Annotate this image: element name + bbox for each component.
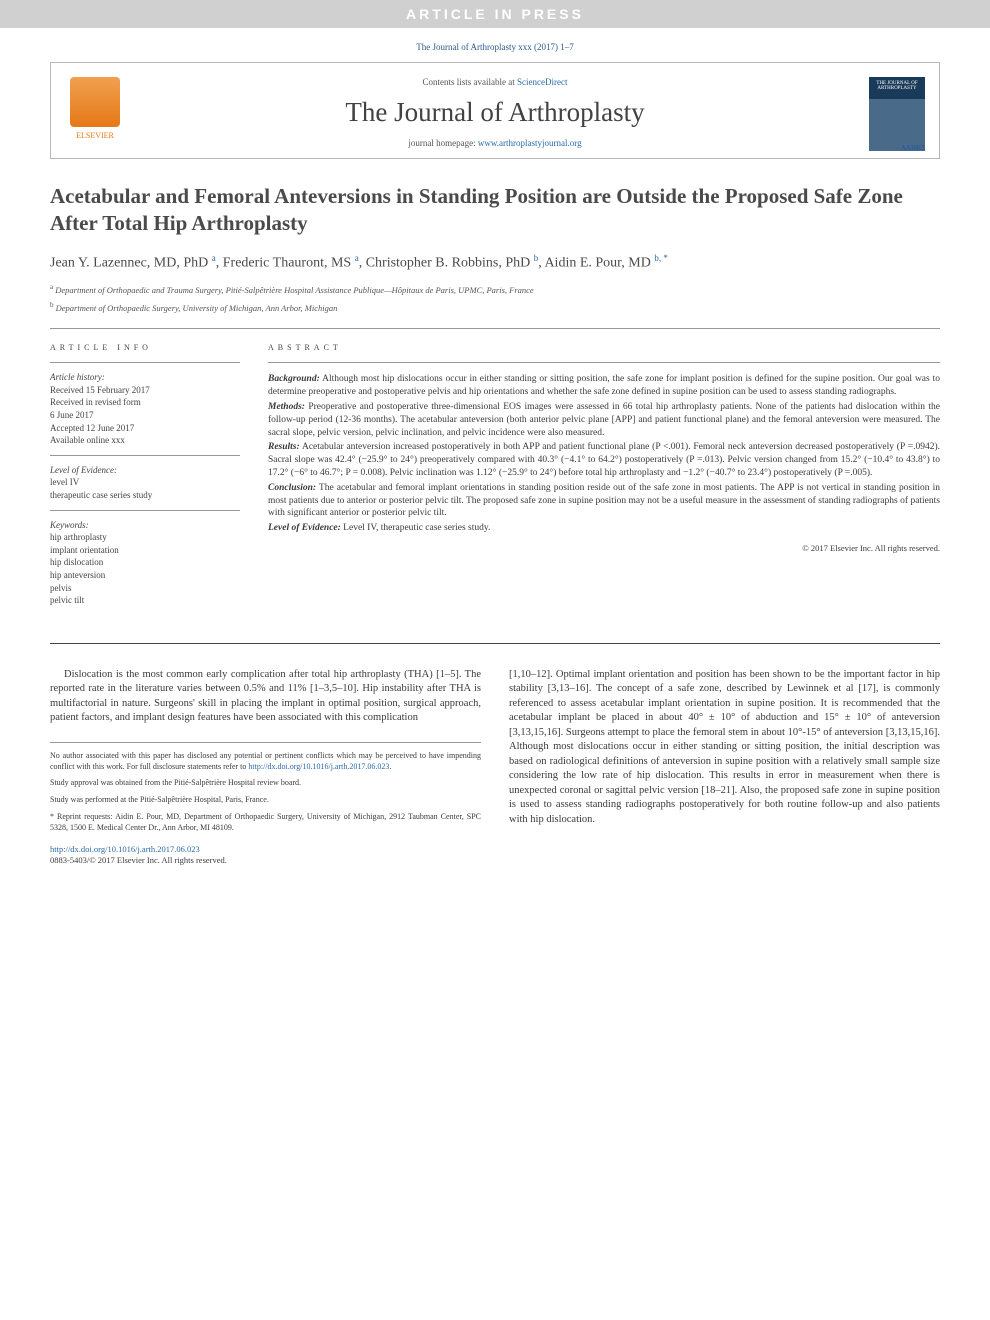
article-info-column: ARTICLE INFO Article history: Received 1… [50,343,240,615]
doi-footer: http://dx.doi.org/10.1016/j.arth.2017.06… [50,844,481,868]
disclosure-link[interactable]: http://dx.doi.org/10.1016/j.arth.2017.06… [248,762,389,771]
body-text: Dislocation is the most common early com… [50,668,940,868]
homepage-line: journal homepage: www.arthroplastyjourna… [69,138,921,148]
keywords-block: Keywords: hip arthroplastyimplant orient… [50,510,240,615]
elsevier-logo: ELSEVIER [65,77,125,147]
abstract-header: ABSTRACT [268,343,940,352]
journal-masthead: ELSEVIER THE JOURNAL OF ARTHROPLASTY Con… [50,62,940,159]
affiliation: a Department of Orthopaedic and Trauma S… [50,283,940,297]
affiliation: b Department of Orthopaedic Surgery, Uni… [50,301,940,315]
abstract-body: Background: Although most hip dislocatio… [268,362,940,554]
article-in-press-banner: ARTICLE IN PRESS [0,0,990,28]
section-divider [50,643,940,644]
citation-line: The Journal of Arthroplasty xxx (2017) 1… [0,42,990,52]
sciencedirect-link[interactable]: ScienceDirect [517,77,567,87]
homepage-link[interactable]: www.arthroplastyjournal.org [478,138,582,148]
aahks-logo: AAHKS [901,144,925,152]
abstract-column: ABSTRACT Background: Although most hip d… [268,343,940,615]
divider [50,328,940,329]
article-info-header: ARTICLE INFO [50,343,240,352]
abstract-copyright: © 2017 Elsevier Inc. All rights reserved… [268,543,940,554]
doi-link[interactable]: http://dx.doi.org/10.1016/j.arth.2017.06… [50,844,200,854]
article-title: Acetabular and Femoral Anteversions in S… [50,183,940,238]
elsevier-tree-icon [70,77,120,127]
contents-line: Contents lists available at ScienceDirec… [69,77,921,87]
body-column-right: [1,10–12]. Optimal implant orientation a… [509,668,940,868]
journal-cover-thumbnail: THE JOURNAL OF ARTHROPLASTY [869,77,925,151]
article-history-block: Article history: Received 15 February 20… [50,362,240,455]
body-column-left: Dislocation is the most common early com… [50,668,481,868]
journal-title: The Journal of Arthroplasty [69,97,921,128]
author-list: Jean Y. Lazennec, MD, PhD a, Frederic Th… [50,252,940,273]
evidence-block: Level of Evidence: level IVtherapeutic c… [50,455,240,510]
footnotes: No author associated with this paper has… [50,742,481,834]
